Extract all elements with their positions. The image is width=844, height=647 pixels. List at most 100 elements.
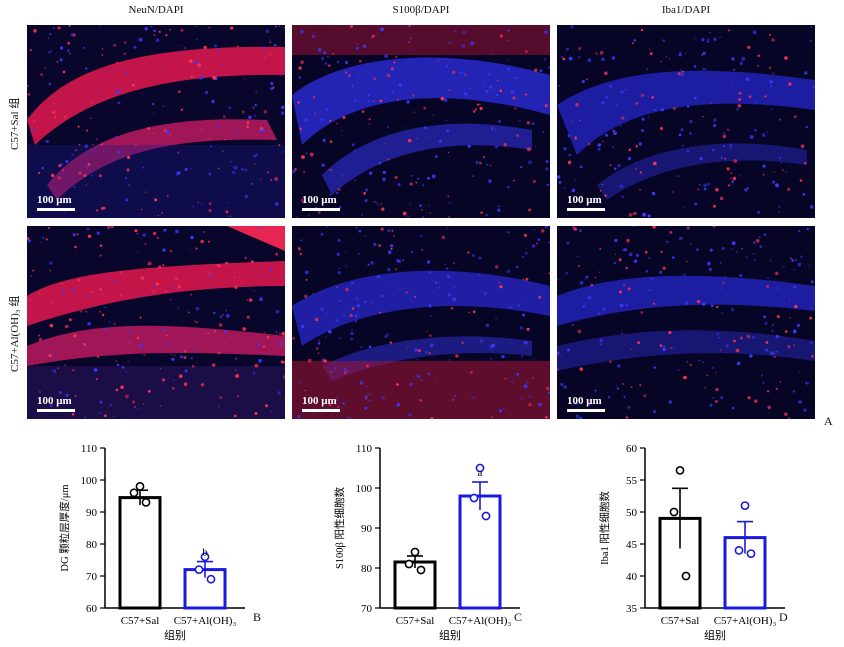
cell-dot xyxy=(560,354,562,356)
cell-dot xyxy=(622,383,625,385)
y-axis-label: Iba1 阳性细胞数 xyxy=(598,491,611,565)
cell-dot xyxy=(335,319,339,323)
cell-dot xyxy=(806,382,809,385)
cell-dot xyxy=(121,339,124,341)
cell-dot xyxy=(787,345,791,349)
cell-dot xyxy=(342,175,345,177)
cell-dot xyxy=(478,256,482,260)
cell-dot xyxy=(602,307,606,311)
cell-dot xyxy=(497,208,501,212)
cell-dot xyxy=(315,347,319,350)
cell-dot xyxy=(65,160,69,163)
y-tick-label: 100 xyxy=(81,475,98,487)
cell-dot xyxy=(548,66,550,69)
cell-dot xyxy=(796,323,800,327)
col-title-iba1: Iba1/DAPI xyxy=(661,4,711,16)
cell-dot xyxy=(574,137,577,140)
cell-dot xyxy=(775,350,778,353)
cell-dot xyxy=(526,121,530,125)
cell-dot xyxy=(213,44,218,48)
cell-dot xyxy=(768,66,772,70)
cell-dot xyxy=(470,371,473,374)
cell-dot xyxy=(266,335,270,339)
cell-dot xyxy=(414,348,418,352)
cell-dot xyxy=(368,171,373,175)
cell-dot xyxy=(422,184,424,187)
cell-dot xyxy=(53,27,55,29)
cell-dot xyxy=(343,368,347,372)
cell-dot xyxy=(519,120,521,122)
cell-dot xyxy=(465,93,468,96)
cell-dot xyxy=(810,307,812,309)
cell-dot xyxy=(343,314,346,317)
cell-dot xyxy=(51,301,54,304)
cell-dot xyxy=(483,81,485,83)
cell-dot xyxy=(599,338,603,343)
cell-dot xyxy=(184,369,188,373)
cell-dot xyxy=(754,259,756,261)
cell-dot xyxy=(242,110,245,114)
cell-dot xyxy=(203,231,205,233)
cell-dot xyxy=(509,306,512,309)
cell-dot xyxy=(123,52,126,55)
cell-dot xyxy=(253,154,257,158)
cell-dot xyxy=(212,363,216,367)
cell-dot xyxy=(445,267,449,270)
cell-dot xyxy=(794,304,798,309)
cell-dot xyxy=(407,138,412,143)
x-tick-label: C57+Al(OH)₃ xyxy=(449,615,512,627)
cell-dot xyxy=(686,149,690,153)
cell-dot xyxy=(139,296,141,298)
cell-dot xyxy=(574,179,577,181)
data-point xyxy=(475,463,485,473)
cell-dot xyxy=(579,229,582,233)
cell-dot xyxy=(210,145,212,148)
cell-dot xyxy=(520,397,523,400)
cell-dot xyxy=(409,182,413,186)
cell-dot xyxy=(317,210,321,214)
cell-dot xyxy=(312,293,314,295)
cell-dot xyxy=(526,381,529,384)
scale-bar-label: 100 μm xyxy=(567,395,602,407)
cell-dot xyxy=(423,106,427,110)
cell-dot xyxy=(168,342,172,346)
cell-dot xyxy=(672,256,675,259)
cell-dot xyxy=(90,290,94,293)
cell-dot xyxy=(545,160,549,163)
cell-dot xyxy=(544,30,548,34)
cell-dot xyxy=(37,363,39,365)
scale-bar-label: 100 μm xyxy=(37,194,72,206)
cell-dot xyxy=(240,120,242,123)
micrograph-image xyxy=(557,25,815,218)
cell-dot xyxy=(769,80,773,84)
cell-dot xyxy=(405,291,408,294)
cell-dot xyxy=(175,277,178,281)
cell-dot xyxy=(464,73,467,76)
cell-dot xyxy=(109,403,113,407)
cell-dot xyxy=(746,334,751,339)
cell-dot xyxy=(317,352,320,354)
cell-dot xyxy=(113,43,117,47)
cell-dot xyxy=(27,84,29,87)
cell-dot xyxy=(673,347,675,350)
cell-dot xyxy=(416,358,419,361)
cell-dot xyxy=(335,399,339,402)
cell-dot xyxy=(420,235,422,238)
cell-dot xyxy=(571,188,576,193)
cell-dot xyxy=(681,73,685,77)
cell-dot xyxy=(260,178,262,181)
cell-dot xyxy=(771,323,774,326)
cell-dot xyxy=(207,240,210,243)
cell-dot xyxy=(712,397,715,400)
cell-dot xyxy=(694,202,698,206)
cell-dot xyxy=(470,41,474,46)
micrograph-alum-neun: 100 μm xyxy=(27,226,285,419)
cell-dot xyxy=(461,341,464,344)
cell-dot xyxy=(139,316,142,319)
cell-dot xyxy=(116,363,120,367)
cell-dot xyxy=(680,69,682,72)
cell-dot xyxy=(362,44,367,48)
cell-dot xyxy=(364,188,369,192)
cell-dot xyxy=(446,274,450,279)
cell-dot xyxy=(244,256,247,260)
